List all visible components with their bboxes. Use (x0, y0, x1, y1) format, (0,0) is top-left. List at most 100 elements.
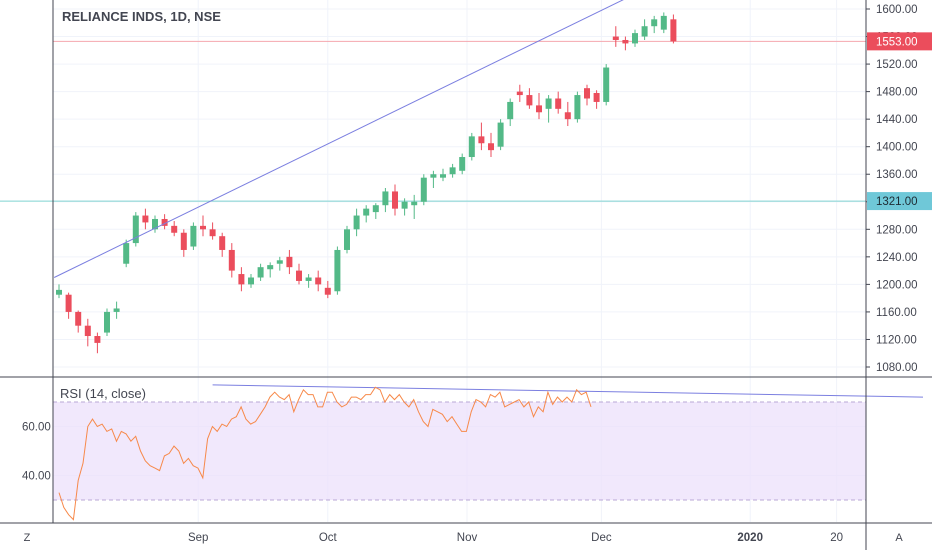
horizontal-lines (0, 40, 866, 202)
price-tick-label: 1400.00 (876, 142, 918, 154)
candle-body (411, 201, 418, 206)
candle (257, 263, 264, 281)
price-tick-label: 1480.00 (876, 87, 918, 99)
candle (152, 215, 158, 233)
candle-body (142, 215, 149, 223)
candle-body (670, 19, 677, 42)
candle-body (75, 311, 82, 326)
candle (574, 91, 581, 123)
price-tick-label: 1520.00 (876, 59, 918, 71)
candle (94, 332, 101, 354)
candle (478, 122, 485, 151)
rsi-title: RSI (14, close) (60, 386, 146, 401)
candle (171, 221, 178, 237)
zoom-button-label: Z (24, 532, 31, 544)
candle-body (536, 105, 542, 113)
candle (507, 98, 514, 127)
candle-body (507, 101, 514, 120)
candle-body (660, 15, 667, 30)
candle (488, 132, 494, 158)
candle-body (344, 229, 350, 250)
candle (411, 194, 418, 219)
candle-body (200, 225, 206, 230)
candle-body (113, 308, 120, 312)
rsi-line (58, 386, 592, 521)
candle (363, 205, 370, 223)
candle (449, 163, 456, 178)
zoom-button[interactable]: Z (16, 528, 38, 546)
candle (190, 222, 197, 250)
candle-body (228, 249, 235, 271)
auto-scale-button-label: A (895, 532, 903, 544)
candle-body (468, 136, 475, 158)
candle (180, 229, 187, 257)
price-trendline[interactable] (53, 0, 625, 278)
candle-body (584, 88, 590, 99)
candle (641, 19, 648, 40)
price-badges: 1553.00 1321.00 (867, 32, 932, 211)
last-price-badge: 1553.00 (867, 32, 932, 51)
candle-body (641, 26, 648, 37)
candle (344, 225, 350, 254)
candle (545, 95, 552, 123)
candle-body (497, 122, 504, 147)
price-tick-label: 1120.00 (876, 334, 917, 346)
candle (84, 318, 91, 347)
candle (468, 132, 475, 161)
candle-body (180, 232, 187, 250)
candle-body (161, 218, 168, 226)
candle (296, 263, 302, 285)
candle (219, 232, 226, 257)
candle (276, 256, 283, 271)
candle-body (488, 143, 494, 151)
candle-body (267, 265, 274, 270)
candle (516, 84, 523, 102)
candle (612, 26, 619, 47)
candle (593, 90, 600, 109)
candle (324, 280, 331, 299)
candle-body (545, 98, 552, 109)
candle (267, 262, 274, 278)
candle (228, 243, 235, 278)
candle (372, 203, 379, 219)
candle-body (516, 91, 523, 96)
candle-body (459, 157, 466, 171)
time-tick-label: Nov (457, 532, 478, 544)
candle (420, 174, 427, 206)
candle (651, 15, 658, 34)
time-tick-label: Oct (319, 532, 338, 544)
price-tick-label: 1160.00 (876, 307, 917, 319)
rsi-axis: 60.00 40.00 (22, 422, 51, 483)
candle (75, 310, 82, 333)
time-tick-label: 20 (830, 532, 843, 544)
candlestick-series (56, 12, 677, 354)
candle (123, 239, 130, 268)
candle (248, 274, 254, 288)
auto-scale-button[interactable]: A (888, 528, 910, 546)
candle (353, 208, 360, 237)
candle-body (382, 191, 389, 206)
price-tick-label: 1440.00 (876, 114, 918, 126)
candle-body (593, 92, 600, 102)
candle-body (324, 287, 331, 295)
candle-body (363, 208, 370, 216)
candle-body (478, 136, 485, 144)
candle-body (94, 336, 101, 343)
candle (142, 208, 149, 230)
chart-title: RELIANCE INDS, 1D, NSE (62, 9, 221, 24)
candle (65, 292, 72, 319)
candle (401, 198, 408, 216)
candle (392, 184, 398, 216)
candle (622, 36, 629, 51)
candle-body (392, 191, 398, 209)
candle-body (612, 36, 619, 40)
candle-body (171, 225, 178, 233)
candle (104, 308, 110, 337)
candle-body (65, 294, 72, 312)
candle (286, 249, 293, 275)
candle (536, 92, 542, 120)
rsi-trendline[interactable] (212, 384, 924, 398)
candle-body (622, 39, 629, 44)
